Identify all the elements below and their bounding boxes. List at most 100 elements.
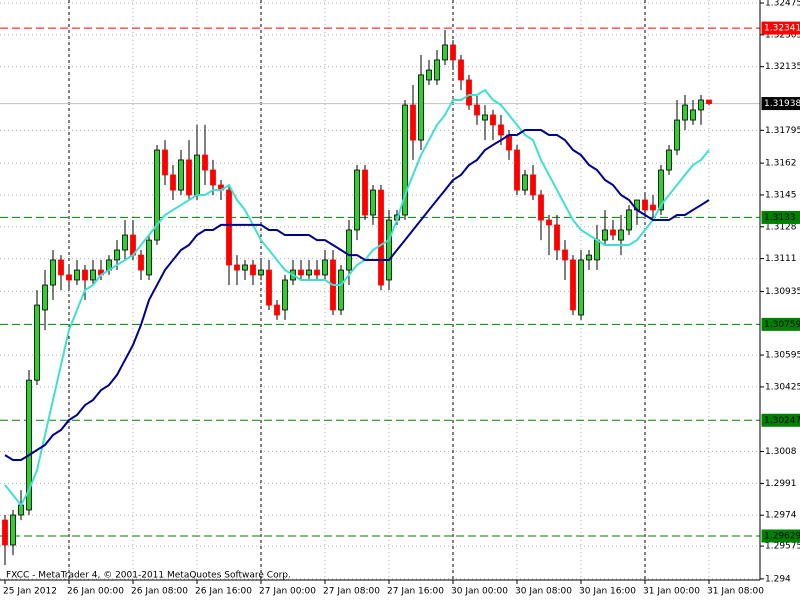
candle-body bbox=[586, 254, 592, 261]
level-box bbox=[761, 529, 800, 543]
candle-body bbox=[138, 254, 144, 271]
candle-body bbox=[602, 229, 608, 241]
candle-body bbox=[34, 304, 40, 381]
candle-body bbox=[490, 114, 496, 126]
candle-body bbox=[434, 59, 440, 81]
y-tick-label: 1.3162 bbox=[765, 159, 797, 169]
candle-body bbox=[570, 259, 576, 311]
candle-body bbox=[74, 269, 80, 281]
candle-body bbox=[610, 229, 616, 236]
ma-line bbox=[4, 88, 710, 507]
candle-body bbox=[666, 149, 672, 171]
candle-body bbox=[378, 189, 384, 286]
y-tick-label: 1.32135 bbox=[765, 62, 800, 72]
candle-body bbox=[338, 269, 344, 311]
level-box bbox=[761, 317, 800, 331]
candle-body bbox=[578, 259, 584, 316]
candle-body bbox=[50, 259, 56, 286]
candle-body bbox=[194, 154, 200, 196]
x-tick-label: 30 Jan 00:00 bbox=[451, 587, 508, 597]
candle-body bbox=[306, 269, 312, 276]
candle-body bbox=[114, 249, 120, 261]
candle-body bbox=[674, 119, 680, 151]
candle-body bbox=[298, 269, 304, 276]
candle-body bbox=[202, 154, 208, 171]
y-tick-label: 1.3145 bbox=[765, 190, 797, 200]
candle-body bbox=[594, 239, 600, 261]
candle-body bbox=[650, 204, 656, 211]
x-tick-label: 26 Jan 08:00 bbox=[131, 587, 188, 597]
x-tick-label: 27 Jan 00:00 bbox=[259, 587, 316, 597]
candle-body bbox=[178, 159, 184, 191]
candle-body bbox=[162, 149, 168, 176]
candle-body bbox=[482, 114, 488, 121]
candle-body bbox=[402, 104, 408, 216]
candle-body bbox=[90, 269, 96, 281]
candle-body bbox=[522, 174, 528, 191]
y-tick-label: 1.3111 bbox=[765, 254, 797, 264]
candle-body bbox=[474, 104, 480, 116]
candle-body bbox=[258, 269, 264, 276]
candle-body bbox=[146, 239, 152, 276]
candle-body bbox=[274, 304, 280, 316]
y-tick-label: 1.3128 bbox=[765, 222, 797, 232]
level-label: 1.29629 bbox=[764, 531, 800, 541]
level-label: 1.30759 bbox=[764, 320, 800, 330]
y-tick-label: 1.294 bbox=[765, 574, 791, 584]
candle-body bbox=[58, 259, 64, 276]
candle-body bbox=[354, 169, 360, 231]
candle-body bbox=[698, 99, 704, 111]
candle-body bbox=[530, 174, 536, 196]
candle-body bbox=[546, 219, 552, 226]
candle-body bbox=[266, 269, 272, 306]
candle-body bbox=[226, 189, 232, 266]
candle-body bbox=[626, 209, 632, 231]
candle-body bbox=[362, 169, 368, 216]
candle-body bbox=[250, 264, 256, 276]
y-tick-label: 1.32305 bbox=[765, 30, 800, 40]
candle-body bbox=[690, 109, 696, 121]
candle-body bbox=[370, 189, 376, 216]
candle-body bbox=[618, 229, 624, 241]
candle-body bbox=[418, 74, 424, 141]
candle-body bbox=[458, 59, 464, 81]
candle-body bbox=[706, 99, 712, 104]
candle-body bbox=[538, 194, 544, 221]
level-box bbox=[761, 413, 800, 427]
candle-body bbox=[242, 264, 248, 271]
level-label: 1.3133 bbox=[764, 213, 796, 223]
candle-body bbox=[466, 79, 472, 106]
y-tick-label: 1.30935 bbox=[765, 287, 800, 297]
x-tick-label: 30 Jan 08:00 bbox=[515, 587, 572, 597]
candle-body bbox=[42, 284, 48, 311]
ma-line bbox=[4, 128, 710, 461]
candle-body bbox=[658, 169, 664, 211]
y-tick-label: 1.3008 bbox=[765, 447, 797, 457]
bid-box bbox=[761, 97, 800, 111]
x-tick-label: 31 Jan 08:00 bbox=[707, 587, 764, 597]
candle-body bbox=[514, 149, 520, 191]
candle-body bbox=[386, 219, 392, 281]
x-tick-label: 31 Jan 00:00 bbox=[643, 587, 700, 597]
candle-body bbox=[234, 264, 240, 271]
x-tick-label: 30 Jan 16:00 bbox=[579, 587, 636, 597]
y-tick-label: 1.29575 bbox=[765, 542, 800, 552]
y-tick-label: 1.31795 bbox=[765, 126, 800, 136]
candle-body bbox=[186, 159, 192, 196]
level-box bbox=[761, 21, 800, 35]
x-tick-label: 26 Jan 16:00 bbox=[195, 587, 252, 597]
x-tick-label: 27 Jan 16:00 bbox=[387, 587, 444, 597]
candle-body bbox=[346, 229, 352, 271]
candle-body bbox=[426, 69, 432, 81]
candle-body bbox=[410, 104, 416, 141]
candle-body bbox=[562, 249, 568, 261]
bid-label: 1.31938 bbox=[764, 99, 800, 109]
x-tick-label: 27 Jan 08:00 bbox=[323, 587, 380, 597]
candle-body bbox=[498, 124, 504, 136]
candle-body bbox=[82, 269, 88, 281]
y-tick-label: 1.32475 bbox=[765, 0, 800, 8]
y-tick-label: 1.2974 bbox=[765, 511, 797, 521]
y-tick-label: 1.2991 bbox=[765, 479, 797, 489]
